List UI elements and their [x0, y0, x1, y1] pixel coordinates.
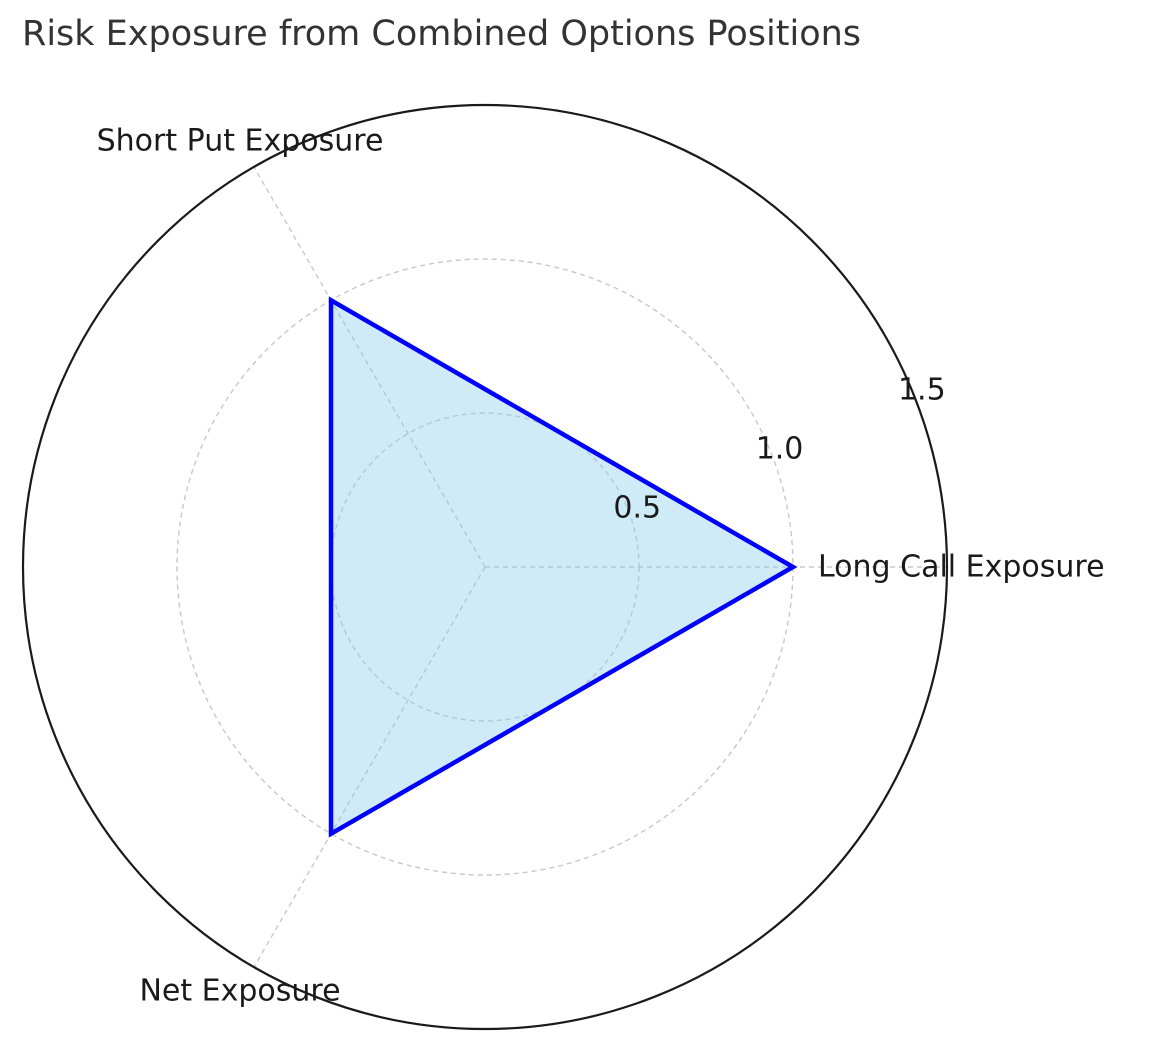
rtick-label-1: 1.0 — [756, 432, 804, 467]
label-layer: Long Call Exposure Short Put Exposure Net … — [97, 124, 1105, 1009]
series-line-0 — [328, 296, 798, 838]
chart-title: Risk Exposure from Combined Options Posi… — [22, 14, 862, 54]
category-label-short-put-exposure: Short Put Exposure — [97, 124, 384, 159]
rtick-label-2: 1.5 — [898, 373, 946, 408]
outline-layer — [21, 103, 949, 1031]
series-layer — [328, 296, 798, 838]
polar-frame — [21, 103, 949, 1031]
series-area-0 — [331, 300, 793, 834]
rtick-label-0: 0.5 — [613, 491, 661, 526]
category-label-net-exposure: Net Exposure — [139, 974, 340, 1009]
spoke-short-put-exposure — [253, 166, 486, 568]
category-label-long-call-exposure: Long Call Exposure — [818, 550, 1105, 585]
spoke-net-exposure — [253, 566, 486, 968]
